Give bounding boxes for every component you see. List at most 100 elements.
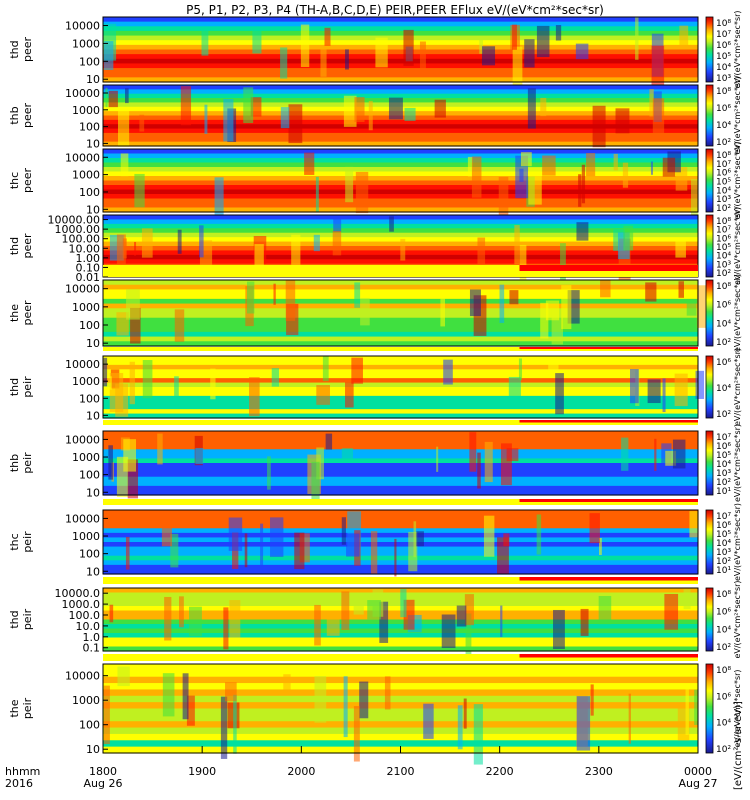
heat-streak [125, 88, 129, 104]
heat-streak [464, 594, 474, 626]
heat-streak [174, 376, 179, 397]
heat-streak [589, 513, 600, 544]
heat-streak [463, 698, 467, 729]
heat-streak [662, 378, 666, 413]
colorbar-label: eV/(eV*cm²*sec*sr) [733, 348, 742, 426]
y-tick-label: 10 [86, 337, 100, 350]
panel-species-label: peer [21, 300, 34, 326]
heat-band [103, 341, 698, 347]
heat-band [103, 158, 698, 164]
colorbar [705, 16, 714, 83]
panel-species-label: peir [21, 608, 34, 630]
heat-streak [551, 308, 564, 345]
heat-streak [408, 531, 418, 572]
heat-streak [174, 309, 185, 342]
heat-band [103, 30, 698, 37]
colorbar-tick-label: 10⁶ [716, 41, 731, 51]
heat-streak [635, 17, 639, 60]
heat-band [103, 721, 698, 729]
heat-streak [691, 179, 699, 223]
heat-streak [423, 703, 434, 739]
heat-band [103, 702, 698, 710]
heat-streak [665, 450, 677, 466]
y-tick-label: 1000 [72, 375, 100, 388]
colorbar-tick-label: 10⁴ [716, 63, 731, 73]
colorbar-tick-label: 10⁴ [716, 384, 731, 394]
heat-band [103, 189, 698, 195]
heat-streak [592, 105, 606, 148]
heat-streak [246, 281, 255, 314]
panel-probe-label: thc [8, 172, 21, 189]
heat-band [103, 467, 698, 473]
heat-streak [367, 600, 381, 620]
heat-streak [220, 696, 228, 759]
heat-streak [343, 95, 357, 127]
heat-band [103, 167, 698, 173]
colorbar-tick-label: 10⁵ [716, 178, 731, 188]
colorbar-tick-label: 10⁵ [716, 243, 731, 253]
heat-band [103, 149, 698, 155]
heat-band [103, 203, 698, 209]
heat-streak [359, 681, 369, 719]
heat-streak [228, 517, 243, 551]
heat-streak [519, 168, 524, 182]
colorbar [705, 430, 714, 496]
panel-species-label: peer [21, 168, 34, 194]
figure-title: P5, P1, P2, P3, P4 (TH-A,B,C,D,E) PEIR,P… [186, 3, 604, 17]
heat-band [103, 714, 698, 722]
colorbar-tick-label: 10⁸ [716, 151, 731, 161]
heat-streak [325, 433, 333, 450]
heat-band [103, 628, 698, 634]
heat-streak [341, 448, 354, 462]
heat-streak [105, 87, 108, 108]
heat-band [103, 162, 698, 168]
heat-streak [581, 164, 586, 204]
heat-streak [457, 705, 463, 750]
x-tick-label: 0000 [684, 765, 712, 778]
x-axis: 1800 1900 2000 2100 2200 2300 0000 Aug 26 Aug 27 [84, 746, 717, 790]
heat-band [103, 54, 698, 60]
heat-streak [436, 446, 439, 472]
y-tick-label: 1000 [72, 169, 100, 182]
heat-band [103, 444, 698, 450]
panel-species-label: peir [21, 452, 34, 474]
heat-streak [116, 456, 129, 498]
x-tick-label: 2000 [287, 765, 315, 778]
heat-streak [477, 452, 481, 489]
heat-band [103, 232, 698, 238]
heat-band [103, 519, 698, 525]
heat-streak [456, 605, 467, 627]
y-tick-label: 1000 [72, 530, 100, 543]
y-tick-label: 10.0 [76, 620, 101, 633]
heat-streak [157, 433, 163, 465]
heat-streak [575, 43, 589, 60]
heat-streak [555, 373, 564, 415]
y-tick-label: 100 [79, 548, 100, 561]
heat-streak [662, 157, 676, 177]
heat-streak [694, 689, 699, 725]
heat-band [103, 317, 698, 324]
y-tick-label: 1000 [72, 37, 100, 50]
heat-band [103, 280, 698, 286]
heat-band [103, 476, 698, 482]
heat-streak [118, 107, 130, 147]
heat-streak [696, 285, 707, 328]
heat-streak [483, 515, 495, 557]
heat-band [103, 409, 698, 415]
heat-streak [576, 222, 589, 241]
heat-band [103, 223, 698, 229]
colorbar [705, 663, 714, 754]
panel-frame [102, 587, 699, 652]
heat-streak [618, 238, 631, 282]
panel-frame [102, 430, 699, 496]
heat-streak [403, 29, 414, 66]
heat-streak [434, 99, 446, 118]
colorbar-tick-label: 10² [716, 745, 731, 755]
colorbar [705, 84, 714, 147]
heat-band [103, 395, 698, 401]
heat-streak [498, 176, 509, 217]
heat-streak [326, 616, 340, 636]
y-tick-label: 100 [79, 186, 100, 199]
heat-streak [675, 167, 688, 191]
heat-streak [548, 356, 559, 378]
